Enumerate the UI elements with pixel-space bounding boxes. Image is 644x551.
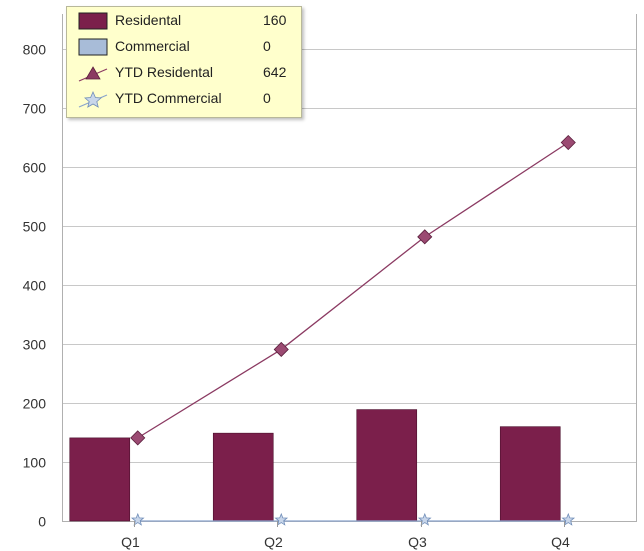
y-tick-label: 700 [23,101,47,117]
y-tick-label: 300 [23,337,47,353]
legend-label: Residental [115,12,182,28]
legend-label: YTD Commercial [115,90,222,106]
legend-item-commercial: Commercial 0 [67,33,301,59]
legend-value: 160 [263,12,287,28]
legend-label: Commercial [115,38,190,54]
star-marker [417,512,432,526]
y-tick-label: 500 [23,219,47,235]
bar-residental [356,409,418,522]
line-ytd-residental [137,141,569,439]
y-tick-label: 200 [23,396,47,412]
star-marker [274,512,289,526]
bar-swatch-icon [78,12,108,30]
legend-label: YTD Residental [115,64,214,80]
gridlines [62,14,637,522]
line-series [130,134,576,526]
legend-item-ytd-commercial: YTD Commercial 0 [67,85,301,111]
y-tick-label: 800 [23,42,47,58]
diamond-marker [130,430,146,446]
bar-residental [69,437,131,522]
legend-value: 642 [263,64,287,80]
legend-item-ytd-residental: YTD Residental 642 [67,59,301,85]
star-marker [130,512,145,526]
x-tick-label: Q1 [121,534,140,550]
bar-residental [499,426,561,522]
star-marker [561,512,576,526]
y-tick-label: 100 [23,455,47,471]
legend-item-residental: Residental 160 [67,7,301,33]
y-axis-ticks: 0 100 200 300 400 500 600 700 800 [23,42,47,530]
diamond-marker [273,341,289,358]
y-tick-label: 600 [23,160,47,176]
diamond-marker [560,134,576,151]
x-tick-label: Q4 [551,534,570,550]
legend-value: 0 [263,38,271,54]
legend-value: 0 [263,90,271,106]
y-tick-label: 0 [38,514,46,530]
star-marker-icon [78,90,108,108]
bar-residental [212,432,274,522]
x-axis-ticks: Q1 Q2 Q3 Q4 [121,521,570,550]
bar-series [69,409,561,522]
y-tick-label: 400 [23,278,47,294]
x-tick-label: Q2 [264,534,283,550]
chart-legend: Residental 160 Commercial 0 YTD Resident… [66,6,302,118]
diamond-marker [417,229,433,245]
bar-swatch-icon [78,38,108,56]
triangle-marker-icon [78,66,108,82]
x-tick-label: Q3 [408,534,427,550]
